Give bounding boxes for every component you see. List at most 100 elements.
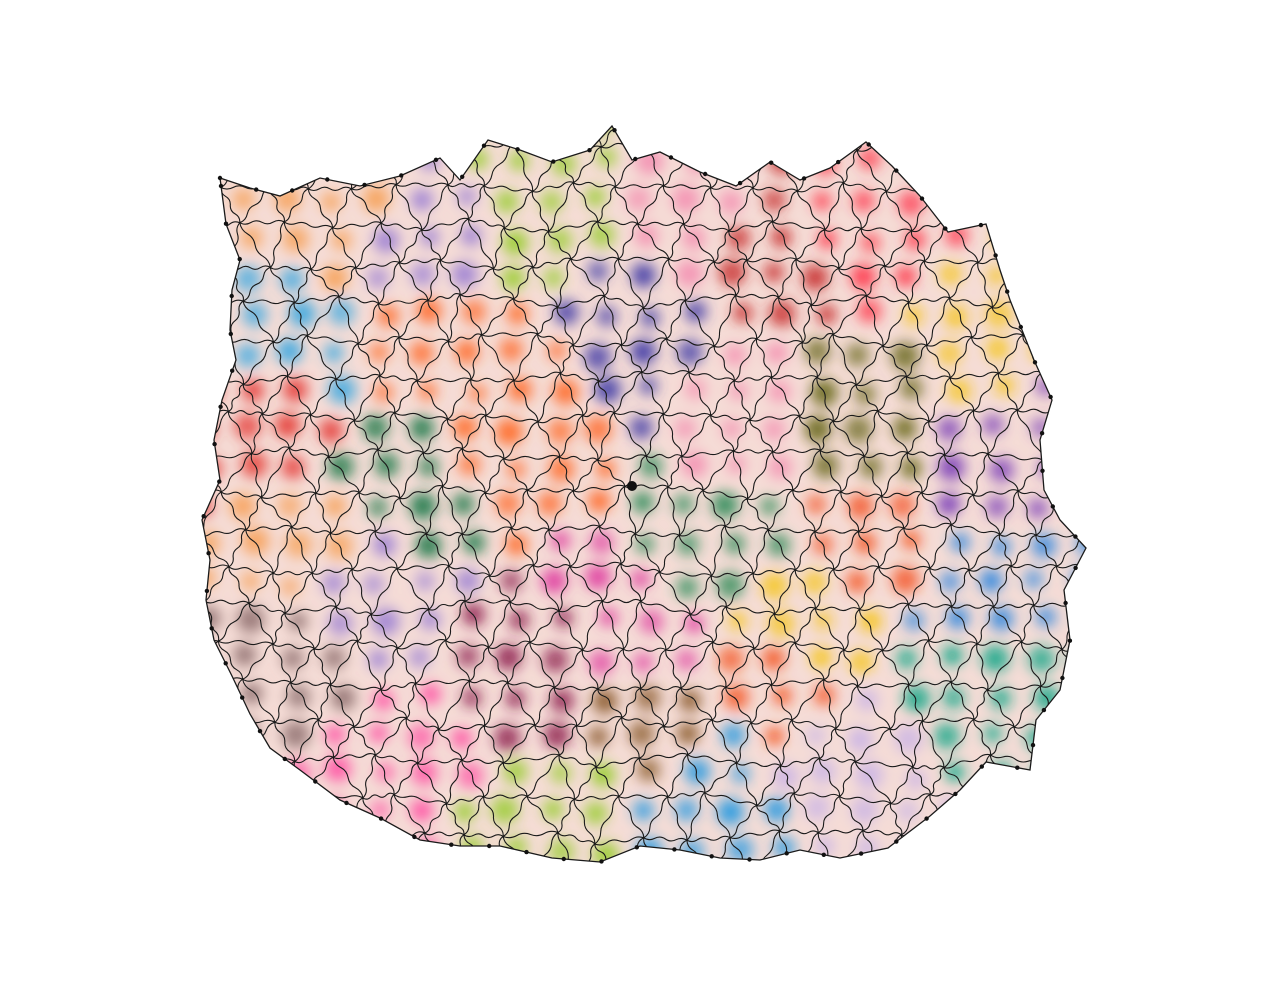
color-cell (363, 574, 384, 595)
color-cell (1028, 645, 1055, 673)
color-cell (732, 302, 753, 323)
color-cell (324, 495, 346, 517)
color-cell (322, 571, 345, 595)
color-cell (639, 609, 664, 634)
color-cell (415, 572, 435, 591)
color-cell (288, 612, 308, 631)
vertex-dot (212, 441, 217, 447)
vertex-dot (919, 196, 925, 201)
tile-vertices (201, 128, 1078, 864)
color-cell (288, 299, 317, 328)
color-cell (889, 493, 915, 519)
color-cell (550, 530, 571, 551)
color-cell (681, 451, 708, 478)
color-cell (626, 186, 652, 212)
vertex-dot (206, 551, 211, 556)
vertex-dot (460, 174, 465, 179)
color-cell (903, 685, 931, 712)
vertex-dot (1018, 324, 1023, 330)
color-cell (463, 531, 486, 554)
color-cell (409, 341, 434, 366)
color-cell (331, 685, 356, 711)
color-cell (373, 690, 394, 710)
color-cell (494, 724, 521, 752)
color-cell (716, 798, 745, 826)
color-cell (772, 763, 799, 790)
color-cell (766, 342, 788, 364)
vertex-dot (634, 845, 639, 850)
color-cell (677, 339, 703, 366)
color-cell (328, 375, 357, 404)
vertex-dot (1060, 675, 1065, 681)
vertex-dot (344, 800, 349, 806)
vertex-dot (313, 779, 318, 784)
color-cell (640, 308, 660, 328)
color-cell (727, 455, 746, 474)
vertex-dot (257, 728, 263, 734)
color-cell (505, 533, 528, 556)
vertex-dot (362, 182, 367, 188)
color-cell (726, 226, 751, 250)
vertex-dot (703, 171, 708, 177)
vertex-dot (587, 148, 592, 153)
vertex-dot (218, 404, 223, 409)
color-cell (674, 417, 696, 440)
color-cell (410, 799, 434, 822)
color-cell (676, 533, 700, 556)
color-cell (282, 720, 310, 749)
vertex-dot (209, 626, 214, 631)
color-cell (411, 189, 433, 211)
color-cell (229, 493, 256, 520)
vertex-dot (747, 857, 752, 862)
color-cell (328, 611, 353, 636)
color-cell (859, 455, 883, 479)
color-cell (813, 684, 835, 706)
color-cell (554, 300, 579, 325)
color-cell (982, 645, 1009, 672)
color-cell (506, 460, 526, 479)
color-cell (596, 459, 616, 479)
color-cell (806, 726, 825, 745)
color-cell (685, 300, 707, 323)
color-cell (719, 190, 743, 215)
color-cell (900, 457, 922, 479)
color-cell (588, 490, 611, 513)
color-cell (632, 491, 654, 513)
color-cell (771, 227, 792, 248)
vertex-dot (240, 695, 245, 700)
color-cell (550, 688, 575, 713)
color-cell (675, 260, 703, 288)
color-cell (762, 647, 785, 671)
color-cell (895, 266, 917, 287)
color-cell (983, 724, 1002, 743)
color-cell (588, 727, 608, 747)
vertex-dot (449, 842, 454, 847)
color-cell (891, 566, 920, 594)
color-cell (499, 337, 523, 362)
color-cell (550, 762, 572, 784)
color-cell (857, 298, 882, 323)
vertex-dot (924, 816, 929, 821)
color-cell (810, 758, 836, 784)
color-cell (495, 418, 523, 446)
vertex-dot (599, 859, 604, 864)
vertex-dot (228, 331, 233, 337)
vertex-dot (481, 143, 487, 148)
vertex-dot (230, 368, 235, 373)
color-cell (420, 683, 441, 705)
color-cell (542, 647, 569, 673)
color-cell (274, 412, 301, 439)
color-cell (1024, 570, 1043, 589)
color-cell (773, 686, 792, 705)
vertex-dot (325, 177, 330, 182)
color-cell (731, 764, 751, 784)
vertex-dot (993, 253, 998, 258)
vertex-dot (836, 159, 841, 165)
vertex-dot (551, 159, 556, 164)
color-cell (280, 267, 304, 292)
color-cell (724, 533, 746, 554)
color-cell (235, 343, 261, 368)
color-cell (673, 494, 694, 515)
color-cell (410, 262, 435, 286)
